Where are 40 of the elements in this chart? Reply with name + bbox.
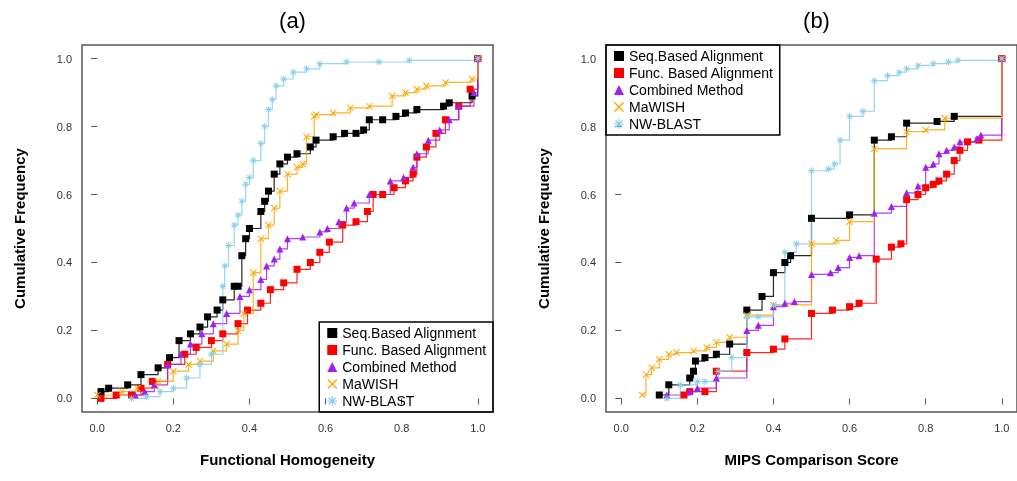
y-axis-title: Cumulative Frequency [11,147,28,309]
legend-label: NW-BLAST [629,116,702,132]
legend-label: Seq.Based Alignment [629,48,763,64]
x-tick-label: 0.0 [613,421,629,434]
y-tick-label: 0.2 [56,324,72,337]
legend-label: Combined Method [342,359,457,375]
y-axis-title: Cumulative Frequency [535,147,552,309]
legend-label: Seq.Based Alignment [342,325,477,341]
y-tick-label: 0.6 [56,188,72,201]
y-tick-label: 0.0 [56,392,72,405]
y-tick-label: 0.8 [580,120,596,133]
legend-label: Func. Based Alignment [342,342,487,358]
x-tick-label: 0.8 [918,421,934,434]
legend-label: Func. Based Alignment [629,65,774,81]
y-tick-label: 0.6 [580,188,596,201]
legend-label: MaWISH [342,376,399,392]
y-tick-label: 0.2 [580,324,596,337]
x-tick-label: 0.6 [317,421,334,434]
chart-title: (b) [803,7,830,33]
x-axis-title: MIPS Comparison Score [724,451,899,468]
y-tick-label: 1.0 [580,52,596,65]
y-tick-label: 0.0 [580,392,596,405]
y-tick-label: 0.4 [56,256,72,269]
x-tick-label: 0.0 [89,421,105,434]
legend-label: NW-BLAST [342,393,415,409]
x-tick-label: 0.4 [765,421,782,434]
x-tick-label: 0.2 [165,421,181,434]
y-tick-label: 0.8 [56,120,72,133]
x-tick-label: 0.2 [689,421,705,434]
x-tick-label: 1.0 [994,421,1010,434]
x-tick-label: 0.6 [841,421,858,434]
y-tick-label: 0.4 [580,256,596,269]
x-axis-title: Functional Homogeneity [199,451,376,468]
legend-label: Combined Method [629,82,744,98]
x-tick-label: 0.4 [241,421,258,434]
x-tick-label: 0.8 [394,421,410,434]
legend-label: MaWISH [629,99,685,115]
x-tick-label: 1.0 [470,421,486,434]
y-tick-label: 1.0 [56,52,72,65]
chart-title: (a) [279,7,306,33]
